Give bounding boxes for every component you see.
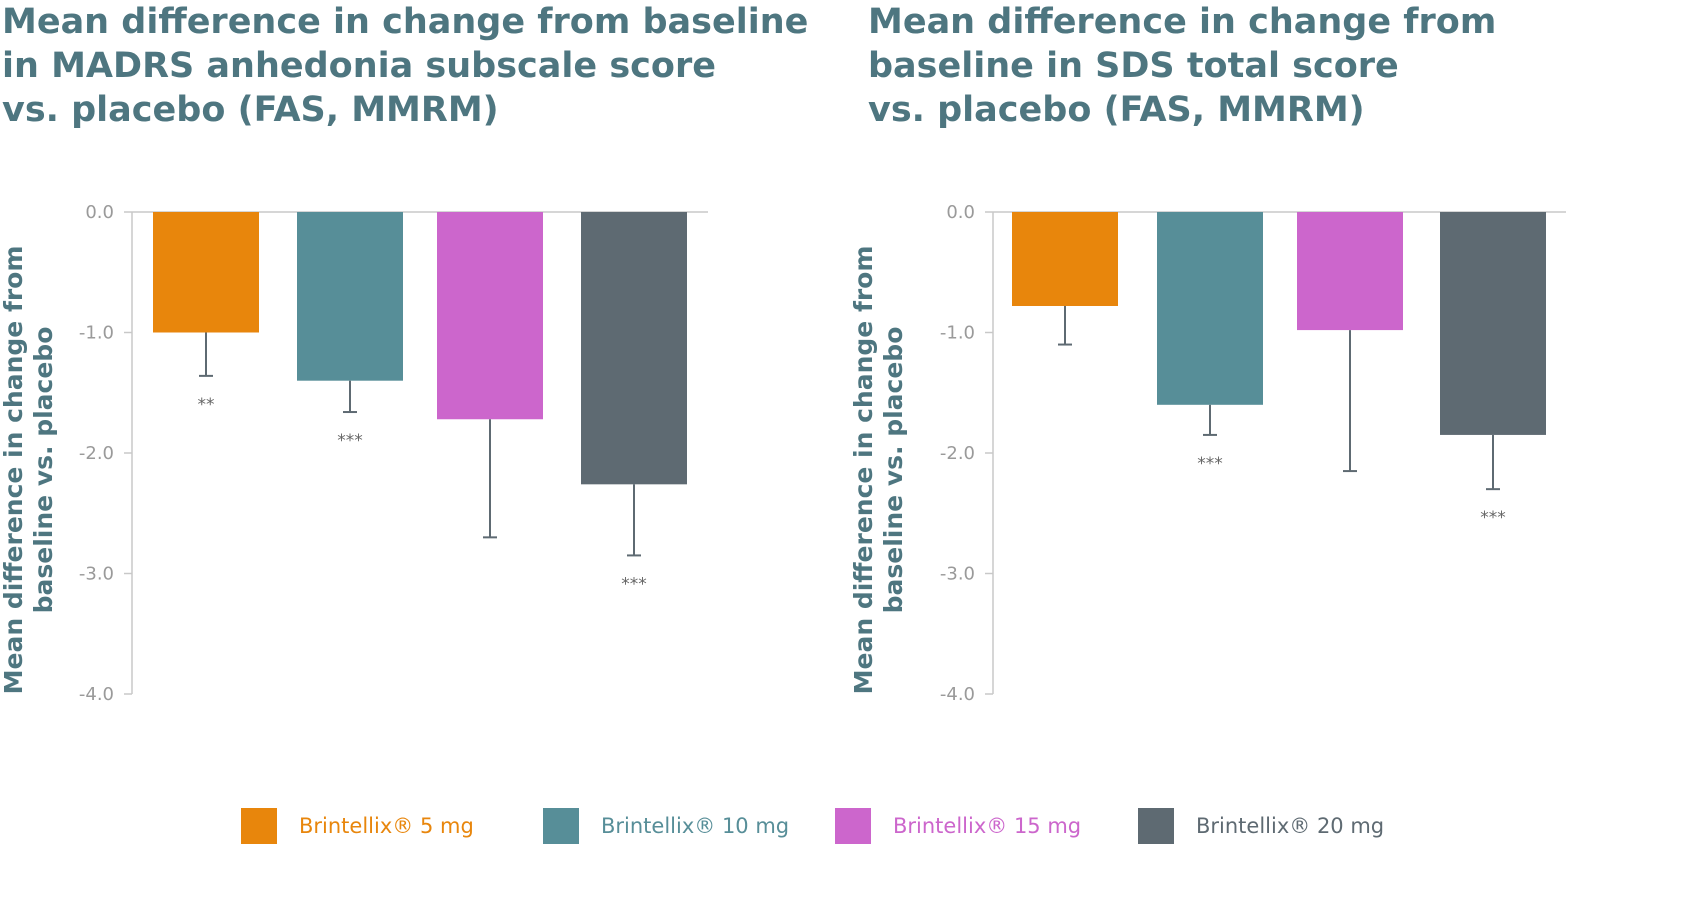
right-significance-4: *** — [1480, 508, 1506, 528]
legend-label-15mg: Brintellix® 15 mg — [893, 814, 1082, 838]
left-y-tick-label: -1.0 — [79, 323, 114, 344]
left-y-tick-label: -4.0 — [79, 684, 114, 705]
legend-item-5mg: Brintellix® 5 mg — [241, 806, 474, 846]
right-title-line-3: vs. placebo (FAS, MMRM) — [868, 90, 1365, 130]
right-bar-1 — [1012, 212, 1118, 306]
right-y-axis-label: Mean difference in change frombaseline v… — [849, 246, 908, 695]
legend: Brintellix® 5 mg Brintellix® 10 mg Brint… — [0, 806, 1690, 846]
legend-label-20mg: Brintellix® 20 mg — [1196, 814, 1385, 838]
legend-swatch-10mg — [543, 808, 579, 844]
right-y-tick-label: -2.0 — [940, 443, 975, 464]
left-y-axis-label-line-2: baseline vs. placebo — [29, 327, 58, 614]
right-y-tick-label: 0.0 — [946, 202, 975, 223]
left-y-tick-label: -3.0 — [79, 564, 114, 585]
legend-item-20mg: Brintellix® 20 mg — [1138, 806, 1384, 846]
right-title-line-2: baseline in SDS total score — [868, 46, 1399, 86]
right-y-tick-label: -4.0 — [940, 684, 975, 705]
right-y-tick-label: -1.0 — [940, 323, 975, 344]
left-bar-3 — [437, 212, 543, 420]
right-chart-title: Mean difference in change from baseline … — [868, 0, 1496, 132]
left-bar-4 — [581, 212, 687, 485]
left-bar-1 — [153, 212, 259, 333]
left-title-line-3: vs. placebo (FAS, MMRM) — [2, 90, 499, 130]
left-significance-4: *** — [621, 574, 647, 594]
left-y-tick-label: -2.0 — [79, 443, 114, 464]
right-significance-2: *** — [1197, 454, 1223, 474]
right-bar-2 — [1157, 212, 1263, 405]
legend-swatch-15mg — [835, 808, 871, 844]
left-title-line-1: Mean difference in change from baseline — [2, 2, 809, 42]
left-title-line-2: in MADRS anhedonia subscale score — [2, 46, 716, 86]
legend-label-5mg: Brintellix® 5 mg — [299, 814, 474, 838]
left-chart-title: Mean difference in change from baseline … — [2, 0, 808, 132]
legend-item-10mg: Brintellix® 10 mg — [543, 806, 789, 846]
left-significance-2: *** — [337, 431, 363, 451]
legend-swatch-20mg — [1138, 808, 1174, 844]
legend-label-10mg: Brintellix® 10 mg — [601, 814, 790, 838]
right-bar-3 — [1297, 212, 1403, 331]
left-y-axis-label: Mean difference in change frombaseline v… — [0, 246, 58, 695]
left-significance-1: ** — [198, 395, 215, 415]
right-y-axis-label-line-2: baseline vs. placebo — [879, 327, 908, 614]
right-y-axis-label-line-1: Mean difference in change from — [849, 246, 878, 695]
right-title-line-1: Mean difference in change from — [868, 2, 1497, 42]
right-bar-4 — [1440, 212, 1546, 435]
right-y-tick-label: -3.0 — [940, 564, 975, 585]
left-bar-2 — [297, 212, 403, 381]
legend-swatch-5mg — [241, 808, 277, 844]
left-y-axis-label-line-1: Mean difference in change from — [0, 246, 28, 695]
left-y-tick-label: 0.0 — [85, 202, 114, 223]
legend-item-15mg: Brintellix® 15 mg — [835, 806, 1081, 846]
